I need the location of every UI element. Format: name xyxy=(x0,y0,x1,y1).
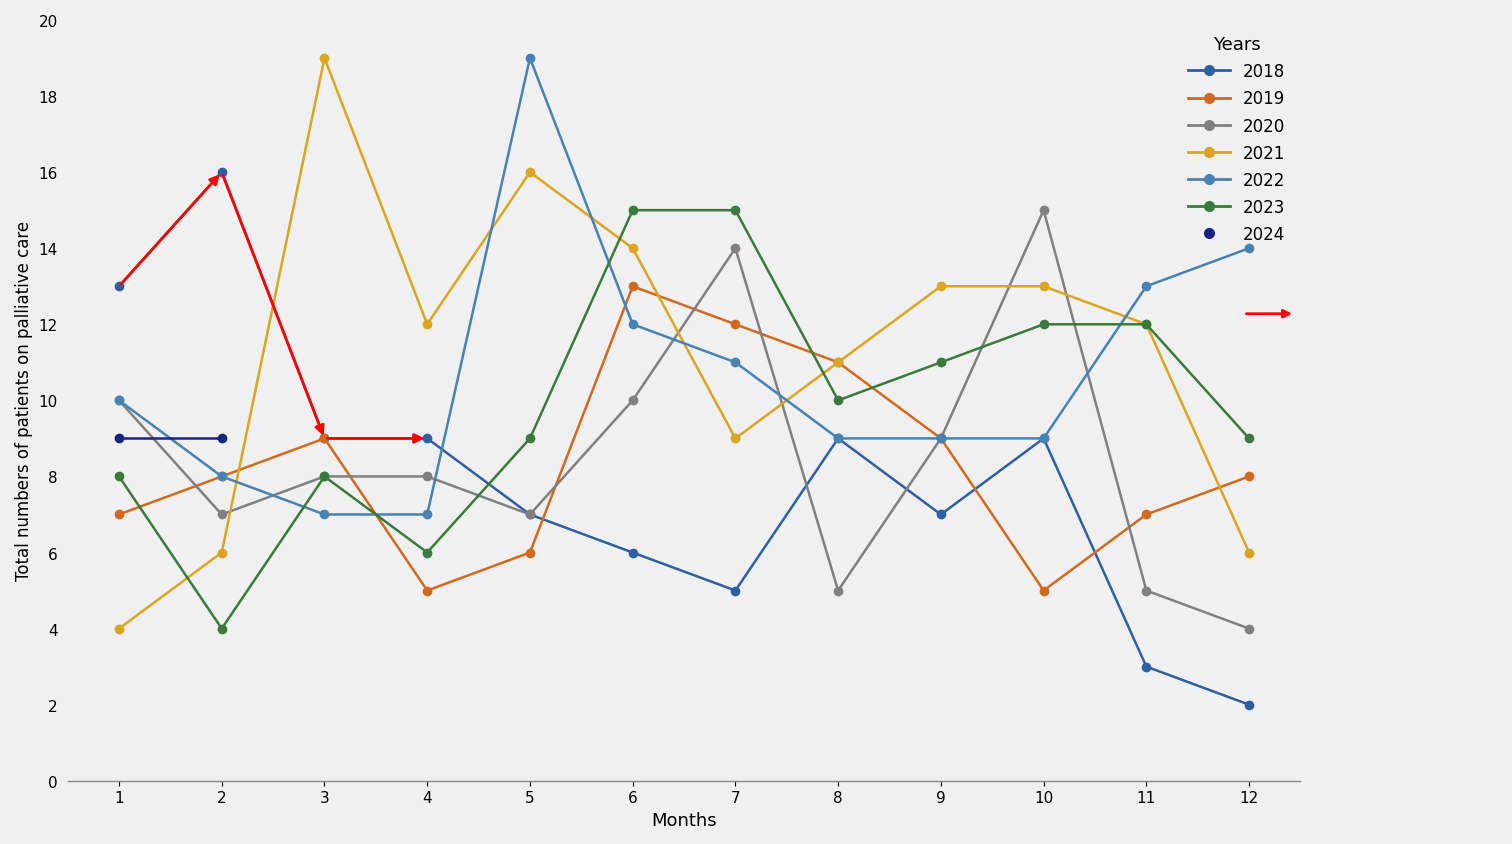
X-axis label: Months: Months xyxy=(652,811,717,829)
Legend: 2018, 2019, 2020, 2021, 2022, 2023, 2024: 2018, 2019, 2020, 2021, 2022, 2023, 2024 xyxy=(1181,30,1293,251)
Y-axis label: Total numbers of patients on palliative care: Total numbers of patients on palliative … xyxy=(15,221,33,581)
